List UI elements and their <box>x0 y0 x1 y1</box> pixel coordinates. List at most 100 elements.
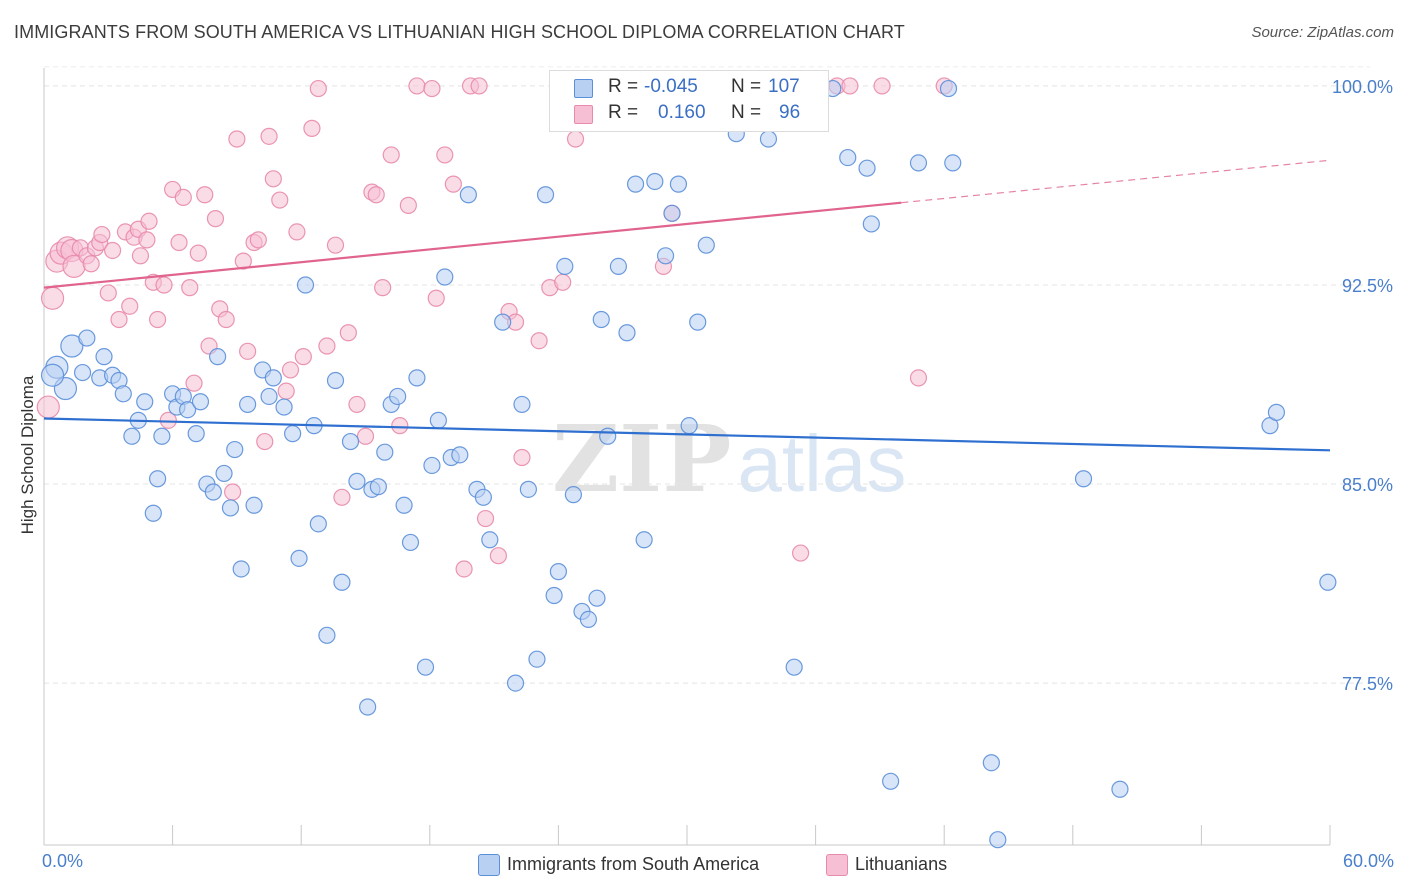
south-america-point <box>239 395 257 414</box>
south-america-point <box>451 446 469 464</box>
south-america-point <box>1319 573 1337 591</box>
lithuanians-point <box>294 348 312 366</box>
south-america-point <box>73 363 92 382</box>
lithuanians-point <box>566 130 585 148</box>
south-america-point <box>536 186 555 204</box>
lithuanians-point <box>455 560 473 578</box>
lithuanians-trend-line <box>43 201 902 289</box>
lithuanians-point <box>303 119 321 137</box>
x-axis-min-label: 0.0% <box>42 851 84 871</box>
south-america-point <box>579 610 598 629</box>
south-america-point <box>191 393 210 411</box>
south-america-point <box>909 154 928 172</box>
south-america-point <box>785 658 803 676</box>
south-america-point <box>626 175 645 193</box>
south-america-point <box>136 393 154 411</box>
lithuanians-point <box>382 146 400 164</box>
lithuanians-point <box>138 231 156 249</box>
blue-swatch <box>574 79 593 98</box>
y-axis-title: High School Diploma <box>18 375 37 535</box>
lithuanians-point <box>234 252 252 270</box>
south-america-point <box>290 549 308 567</box>
trend-lines <box>43 159 1331 452</box>
lithuanians-point <box>148 310 167 329</box>
lithuanians-point <box>530 332 548 350</box>
lithuanians-point <box>367 186 385 204</box>
south-america-point <box>474 488 492 506</box>
south-america-point <box>369 478 387 496</box>
south-america-point <box>401 533 420 552</box>
blue-swatch <box>478 854 500 876</box>
south-america-point <box>333 573 351 591</box>
lithuanians-point <box>277 382 295 400</box>
south-america-point <box>179 401 197 419</box>
lithuanians-point <box>174 188 192 206</box>
lithuanians-point <box>103 241 122 260</box>
south-america-point <box>123 427 141 445</box>
lithuanians-point <box>470 77 488 95</box>
r-value: 0.160 <box>658 102 706 123</box>
lithuanians-point <box>873 77 891 95</box>
south-america-point <box>513 395 531 414</box>
south-america-point <box>153 427 171 445</box>
south-america-point <box>376 443 394 461</box>
lithuanians-point <box>374 279 392 297</box>
south-america-point <box>359 698 377 716</box>
n-value: 96 <box>779 102 801 123</box>
south-america-point <box>882 772 900 790</box>
south-america-point <box>689 313 707 331</box>
bottom-legend: Immigrants from South America Lithuanian… <box>0 853 1406 877</box>
south-america-point <box>1111 780 1129 798</box>
south-america-point <box>416 658 435 676</box>
lithuanians-point <box>228 130 246 148</box>
lithuanians-point <box>260 127 278 145</box>
south-america-point <box>245 496 263 514</box>
south-america-point <box>862 215 880 233</box>
r-label: R = <box>608 76 639 97</box>
south-america-point <box>78 329 96 347</box>
axes <box>43 68 1331 846</box>
x-axis-max-label: 60.0% <box>1342 851 1394 871</box>
lithuanians-point <box>791 544 810 562</box>
lithuanians-point <box>391 417 409 435</box>
lithuanians-point <box>217 310 235 329</box>
lithuanians-point <box>309 79 327 98</box>
south-america-point <box>1074 470 1093 488</box>
south-america-point <box>680 417 698 435</box>
south-america-point <box>989 831 1007 849</box>
y-tick-label: 92.5% <box>1342 276 1393 296</box>
south-america-point <box>519 480 537 498</box>
lithuanians-point <box>513 448 531 467</box>
south-america-point <box>148 470 167 488</box>
legend-label: Immigrants from South America <box>507 854 760 874</box>
south-america-point <box>556 257 574 276</box>
south-america-point <box>144 504 162 522</box>
lithuanians-point <box>155 276 173 294</box>
south-america-point <box>395 496 413 514</box>
south-america-point <box>348 472 366 490</box>
lithuanians-point <box>36 395 60 419</box>
south-america-trend-line <box>43 417 1331 452</box>
south-america-point <box>564 486 583 504</box>
lithuanians-point <box>185 374 203 392</box>
lithuanians-point <box>436 146 454 164</box>
south-america-point <box>549 563 568 581</box>
legend-label: Lithuanians <box>855 854 948 874</box>
south-america-point <box>187 425 205 443</box>
lithuanians-point <box>131 247 150 265</box>
lithuanians-trend-extension <box>901 159 1331 204</box>
lithuanians-point <box>224 483 242 501</box>
south-america-point <box>408 369 426 387</box>
south-america-point <box>296 276 315 294</box>
south-america-point <box>982 754 1000 772</box>
south-america-point <box>40 363 65 387</box>
y-tick-labels: 77.5% 85.0% 92.5% 100.0% <box>1332 77 1393 694</box>
lithuanians-point <box>333 488 351 506</box>
lithuanians-point <box>427 289 445 307</box>
south-america-point <box>114 385 132 403</box>
lithuanians-point <box>408 77 426 95</box>
y-tick-label: 100.0% <box>1332 77 1393 97</box>
south-america-point <box>618 324 636 342</box>
lithuanians-point <box>93 225 111 244</box>
south-america-point <box>264 369 282 387</box>
